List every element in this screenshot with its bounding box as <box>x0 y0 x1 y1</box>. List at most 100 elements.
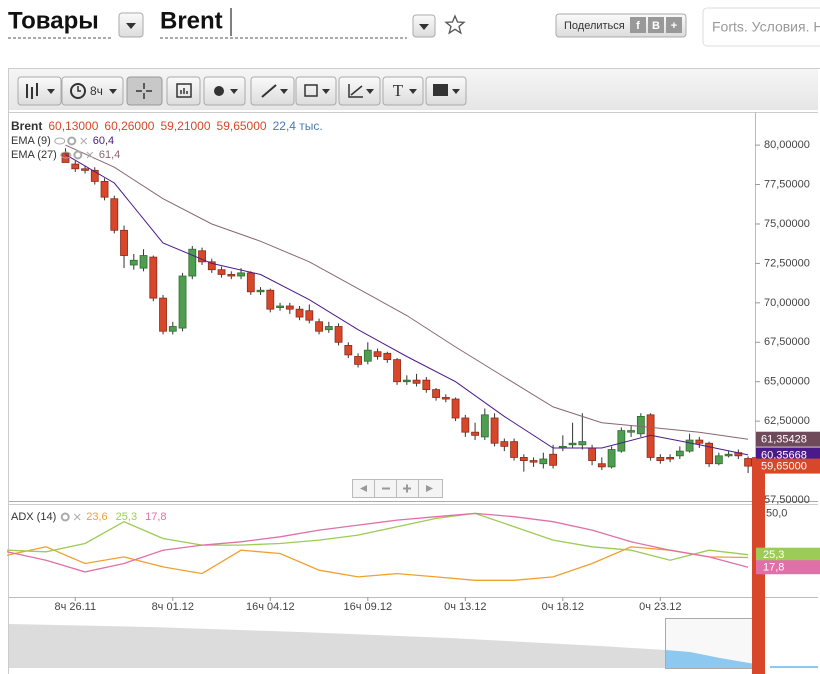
ema-line <box>65 144 749 440</box>
icon <box>77 86 81 92</box>
y-tick-label: 50,0 <box>766 507 787 519</box>
candle-body <box>373 351 382 357</box>
adx-value: 23,6 <box>86 511 107 523</box>
y-tick-label: 67,50000 <box>764 336 810 348</box>
price-tag-label: 59,65000 <box>761 460 807 472</box>
search-placeholder: Forts. Условия. Н <box>712 19 820 35</box>
share-label: Поделиться <box>564 20 625 32</box>
candle-body <box>227 274 236 277</box>
candle-body <box>432 389 440 398</box>
candle-body <box>363 349 372 362</box>
y-tick-label: 80,00000 <box>764 139 810 151</box>
x-tick-label: 0ч 23.12 <box>639 601 681 613</box>
candle-body <box>266 289 275 310</box>
candle-body <box>636 416 645 435</box>
category-title[interactable]: Товары <box>8 7 99 34</box>
settings-icon[interactable] <box>67 136 77 146</box>
line-tool-button[interactable] <box>250 76 295 106</box>
dropdown-arrow <box>452 89 460 94</box>
chart-type-button[interactable] <box>17 76 62 106</box>
candle-body <box>295 308 304 318</box>
remove-icon[interactable] <box>73 513 81 521</box>
scroll-controls <box>352 479 443 498</box>
candle-body <box>71 163 80 170</box>
y-tick-label: 77,50000 <box>764 178 810 190</box>
candle-body <box>695 439 704 444</box>
zoom-in[interactable] <box>403 484 411 493</box>
candle-body <box>539 458 548 465</box>
adx-value: 25,3 <box>116 511 137 523</box>
candle-body <box>461 417 470 433</box>
candle-body <box>441 397 450 400</box>
candle-body <box>675 450 684 457</box>
candle-body <box>324 326 333 331</box>
crosshair-button[interactable] <box>126 76 163 106</box>
dropdown-arrow <box>366 89 374 94</box>
candle-body <box>519 457 528 461</box>
scroll-left[interactable] <box>360 485 367 492</box>
dropdown-arrow <box>322 89 330 94</box>
shape-tool-button[interactable] <box>295 76 337 106</box>
legend-symbol: Brent <box>11 119 42 133</box>
candle-body <box>217 269 226 275</box>
candle-body <box>607 449 616 468</box>
settings-icon[interactable] <box>73 150 83 160</box>
candle-body <box>480 414 489 438</box>
dropdown-arrow <box>419 24 429 30</box>
icon <box>348 84 363 98</box>
chart-frame <box>8 68 820 674</box>
candle-body <box>305 310 314 321</box>
candle-body <box>285 305 294 310</box>
symbol-input[interactable]: Brent <box>160 7 223 34</box>
candle-body <box>110 198 119 231</box>
adx-tag <box>756 547 820 562</box>
candle-body <box>451 398 460 419</box>
scroll-right[interactable] <box>426 485 433 492</box>
fib-tool-button[interactable] <box>338 76 381 106</box>
favorite-star[interactable] <box>444 14 466 35</box>
candle-body <box>685 439 694 452</box>
candle-body <box>256 289 265 293</box>
candle-body <box>724 453 733 457</box>
candle-body <box>120 229 128 256</box>
remove-icon[interactable] <box>86 151 94 159</box>
toolbar-buttons: 8ч T <box>17 76 467 106</box>
eye-icon[interactable] <box>60 151 72 159</box>
candle-body <box>188 248 197 277</box>
candle-body <box>402 379 411 383</box>
price-tag-label: 60,35668 <box>761 449 807 461</box>
theme-button[interactable] <box>203 76 246 106</box>
icon <box>214 86 224 96</box>
settings-icon[interactable] <box>60 512 70 522</box>
share-icon[interactable] <box>648 17 664 33</box>
candle-body <box>714 455 723 465</box>
adx-tag-label: 17,8 <box>763 562 784 574</box>
candle-body <box>237 272 245 277</box>
icon <box>180 88 188 94</box>
dropdown-arrow <box>109 89 117 94</box>
candle-body <box>744 458 752 467</box>
text-tool-button[interactable] <box>382 76 424 106</box>
share-icon[interactable] <box>630 17 646 33</box>
legend-value: 59,21000 <box>160 119 210 133</box>
candle-body <box>529 460 538 463</box>
share-icon[interactable] <box>666 17 682 33</box>
candle-body <box>246 272 255 293</box>
plot: 80,00000 77,50000 75,00000 72,50000 70,00000… <box>6 139 810 613</box>
adx-tag <box>756 560 820 575</box>
candle-body <box>627 430 635 433</box>
remove-icon[interactable] <box>80 137 88 145</box>
price-tag-label: 61,35428 <box>761 434 807 446</box>
clock-icon <box>70 83 86 99</box>
legend-value: 59,65000 <box>217 119 267 133</box>
candle-body <box>159 297 167 332</box>
y-tick-label: 57,50000 <box>764 494 810 506</box>
candle-body <box>81 168 89 171</box>
candle-body <box>129 259 138 266</box>
candle-body <box>344 345 353 356</box>
search-input[interactable] <box>702 7 820 47</box>
candle-body <box>666 457 674 460</box>
share-icon-label: f <box>636 20 640 32</box>
eye-icon[interactable] <box>54 137 66 145</box>
